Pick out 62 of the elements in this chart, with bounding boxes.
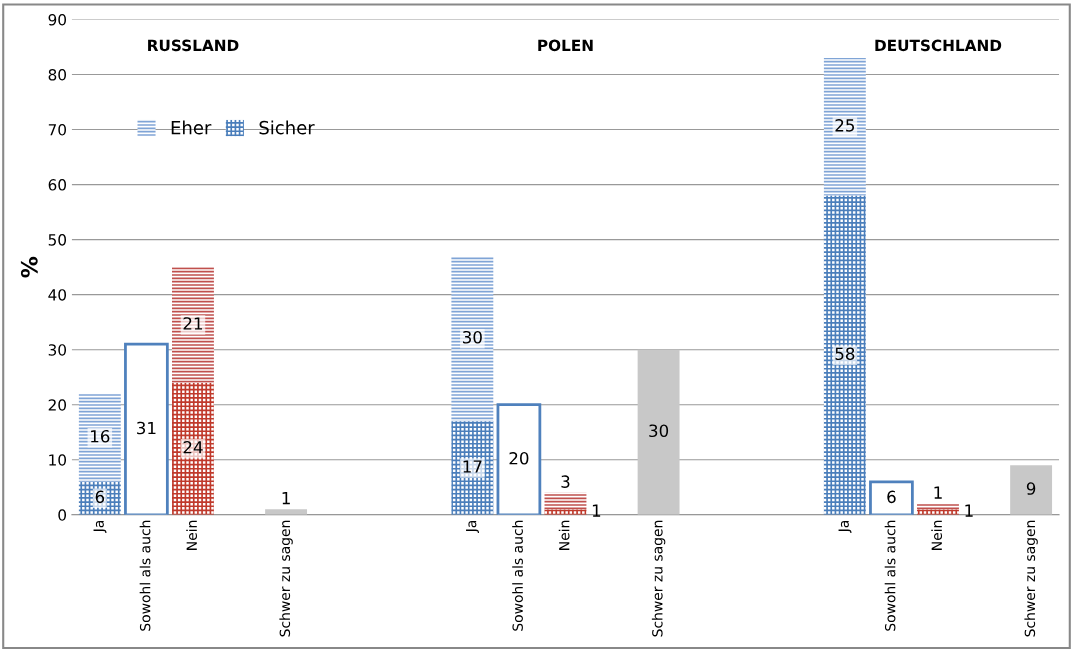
x-tick-label: Ja: [93, 520, 107, 533]
y-tick-label: 20: [48, 399, 67, 411]
x-tick-label: Sowohl als auch: [139, 520, 151, 631]
data-label: 30: [463, 330, 482, 344]
x-tick-label: Schwer zu sagen: [651, 520, 666, 637]
data-label: 1: [282, 492, 290, 505]
x-tick-label: Sowohl als auch: [884, 520, 896, 631]
y-tick-label: 30: [48, 344, 67, 356]
bar: [823, 195, 866, 515]
bar: [172, 382, 214, 515]
bar: [544, 492, 587, 510]
x-tick-label: Sowohl als auch: [512, 520, 523, 631]
data-label: 31: [137, 421, 156, 435]
y-axis-title: %: [20, 256, 38, 278]
data-label: 9: [1026, 482, 1036, 495]
bar: [823, 58, 866, 196]
y-tick-label: 80: [48, 69, 67, 81]
bar: [78, 393, 121, 482]
y-tick-label: 90: [48, 13, 67, 26]
annotation: POLEN: [538, 39, 593, 52]
data-label: 24: [183, 440, 203, 454]
bar: [637, 349, 680, 515]
y-tick-label: 50: [48, 234, 67, 246]
data-label: 30: [649, 424, 669, 438]
data-label: 58: [835, 347, 855, 361]
bar: [451, 256, 494, 422]
data-label: 1: [934, 486, 942, 499]
y-tick-label: 0: [58, 509, 67, 521]
x-tick-label: Nein: [931, 520, 943, 550]
x-tick-label: Schwer zu sagen: [279, 520, 293, 637]
bar: [1010, 465, 1053, 515]
bar: [124, 342, 169, 515]
annotation: DEUTSCHLAND: [875, 39, 1002, 52]
x-tick-label: Nein: [558, 520, 570, 550]
y-tick-label: 10: [49, 454, 67, 466]
data-label: 1: [965, 504, 973, 517]
data-label: 17: [463, 460, 482, 473]
y-tick-label: 60: [48, 179, 67, 191]
x-tick-label: Schwer zu sagen: [1024, 520, 1038, 637]
data-label: 3: [561, 475, 570, 488]
x-tick-label: Ja: [838, 520, 852, 533]
data-label: 25: [835, 119, 854, 132]
data-label: 16: [91, 429, 110, 443]
x-tick-label: Nein: [186, 520, 197, 550]
data-label: 21: [183, 317, 203, 330]
bar: [451, 421, 494, 515]
annotation: RUSSLAND: [148, 39, 239, 52]
bar: [265, 509, 308, 515]
bar: [917, 509, 959, 515]
legend-label: Eher: [171, 120, 212, 135]
bar: [917, 503, 959, 510]
bar: [172, 267, 214, 383]
bar: [869, 480, 914, 515]
data-label: 20: [509, 452, 529, 465]
data-label: 6: [95, 490, 105, 504]
data-label: 1: [592, 504, 601, 517]
x-tick-label: Ja: [466, 520, 479, 533]
y-tick-label: 70: [48, 124, 67, 136]
y-tick-label: 40: [48, 289, 67, 301]
legend-label: Sicher: [259, 120, 315, 135]
bar: [496, 403, 542, 515]
data-label: 6: [887, 490, 896, 504]
